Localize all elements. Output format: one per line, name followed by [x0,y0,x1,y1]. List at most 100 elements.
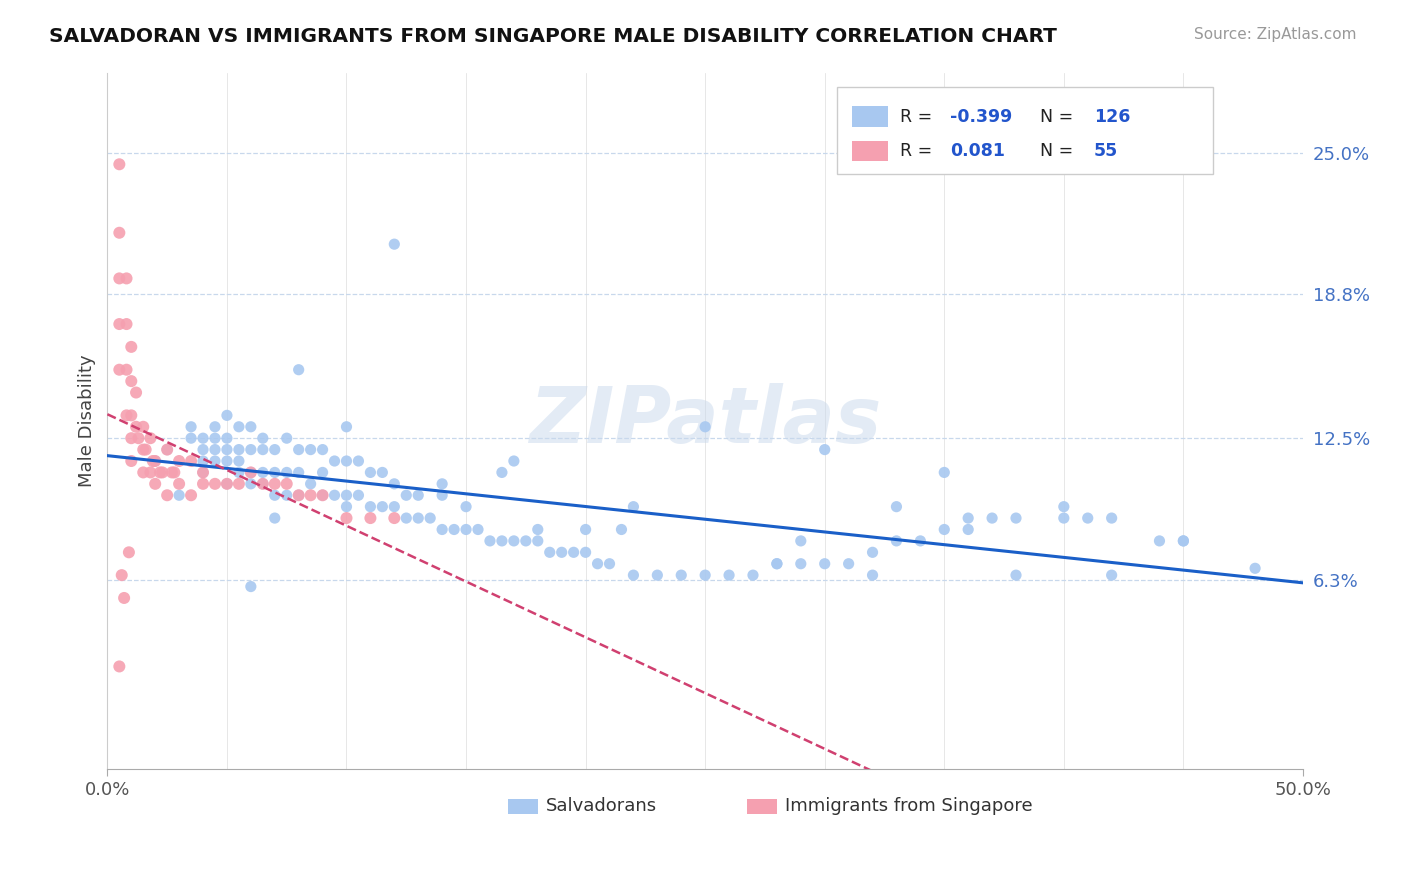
Point [204,454,226,468]
Point [112,591,135,605]
Point [335,511,357,525]
Point [167,476,190,491]
Point [359,466,381,480]
Point [347,488,370,502]
Point [228,419,250,434]
Point [323,488,346,502]
Point [127,431,149,445]
Point [502,454,524,468]
Point [239,466,262,480]
Point [491,466,513,480]
Point [647,568,669,582]
Point [120,431,142,445]
Point [108,157,131,171]
Point [575,545,598,559]
Text: Immigrants from Singapore: Immigrants from Singapore [786,797,1033,815]
Point [299,488,322,502]
Point [1005,568,1028,582]
Bar [508,799,537,814]
Point [575,523,598,537]
Point [139,466,162,480]
Point [120,409,142,423]
Point [276,466,298,480]
Point [299,442,322,457]
Point [215,442,238,457]
Point [1077,511,1099,525]
Point [742,568,765,582]
Point [695,419,717,434]
Point [276,431,298,445]
Point [252,476,274,491]
Point [1173,533,1195,548]
Point [143,476,166,491]
Point [934,523,956,537]
Point [118,545,141,559]
Point [156,442,179,457]
Point [132,466,155,480]
Point [1053,500,1076,514]
Point [323,454,346,468]
Point [491,533,513,548]
Point [814,557,837,571]
Point [276,488,298,502]
Point [263,511,285,525]
Point [335,488,357,502]
Point [252,476,274,491]
Point [382,511,405,525]
Point [120,374,142,388]
Point [623,568,645,582]
Point [204,431,226,445]
Text: SALVADORAN VS IMMIGRANTS FROM SINGAPORE MALE DISABILITY CORRELATION CHART: SALVADORAN VS IMMIGRANTS FROM SINGAPORE … [49,27,1057,45]
Point [838,557,860,571]
Point [115,317,138,331]
Point [886,500,908,514]
Text: Source: ZipAtlas.com: Source: ZipAtlas.com [1194,27,1357,42]
Point [347,454,370,468]
Point [515,533,537,548]
Point [263,466,285,480]
Point [263,442,285,457]
Point [263,488,285,502]
Point [311,442,333,457]
Point [790,557,813,571]
Point [180,488,202,502]
Point [143,454,166,468]
Bar [852,141,889,161]
Point [191,442,214,457]
Point [359,500,381,514]
Point [108,659,131,673]
Point [502,533,524,548]
Point [180,419,202,434]
Point [359,511,381,525]
Point [957,511,980,525]
Point [115,362,138,376]
Point [395,488,418,502]
Point [1149,533,1171,548]
Point [1101,511,1123,525]
Point [430,523,453,537]
Point [239,466,262,480]
Point [526,523,548,537]
Point [287,488,309,502]
Point [120,454,142,468]
Point [125,385,148,400]
Point [215,431,238,445]
Point [406,511,429,525]
Point [135,442,157,457]
Point [132,442,155,457]
Point [191,466,214,480]
Point [204,442,226,457]
Text: Salvadorans: Salvadorans [546,797,657,815]
Point [1101,568,1123,582]
Point [204,476,226,491]
Point [239,580,262,594]
Point [160,466,183,480]
Text: R =: R = [900,108,938,126]
Point [862,545,884,559]
Point [299,476,322,491]
Point [562,545,585,559]
Point [538,545,561,559]
Point [167,488,190,502]
Text: N =: N = [1040,108,1078,126]
Point [276,476,298,491]
